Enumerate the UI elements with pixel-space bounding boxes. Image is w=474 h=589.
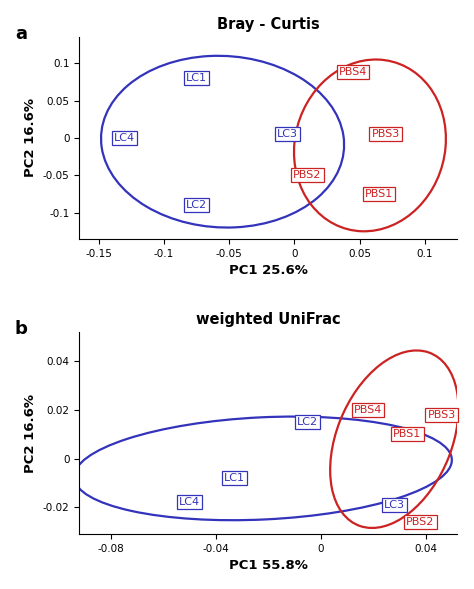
Text: LC2: LC2 bbox=[186, 200, 207, 210]
Text: PBS2: PBS2 bbox=[293, 170, 321, 180]
Text: b: b bbox=[15, 320, 27, 338]
Text: LC4: LC4 bbox=[179, 498, 200, 508]
X-axis label: PC1 25.6%: PC1 25.6% bbox=[229, 264, 308, 277]
Text: LC1: LC1 bbox=[224, 473, 245, 483]
Text: LC1: LC1 bbox=[186, 73, 207, 83]
Text: LC3: LC3 bbox=[277, 129, 298, 139]
X-axis label: PC1 55.8%: PC1 55.8% bbox=[229, 560, 308, 573]
Y-axis label: PC2 16.6%: PC2 16.6% bbox=[24, 98, 37, 177]
Text: a: a bbox=[15, 25, 27, 43]
Text: PBS3: PBS3 bbox=[372, 129, 400, 139]
Text: PBS1: PBS1 bbox=[393, 429, 421, 439]
Text: LC2: LC2 bbox=[297, 417, 318, 427]
Title: weighted UniFrac: weighted UniFrac bbox=[196, 312, 340, 327]
Text: PBS4: PBS4 bbox=[354, 405, 382, 415]
Text: PBS1: PBS1 bbox=[365, 189, 393, 199]
Text: LC3: LC3 bbox=[384, 500, 405, 510]
Title: Bray - Curtis: Bray - Curtis bbox=[217, 16, 319, 32]
Y-axis label: PC2 16.6%: PC2 16.6% bbox=[24, 393, 37, 472]
Text: PBS4: PBS4 bbox=[339, 67, 367, 77]
Text: PBS3: PBS3 bbox=[428, 410, 456, 420]
Text: PBS2: PBS2 bbox=[406, 517, 435, 527]
Text: LC4: LC4 bbox=[114, 133, 135, 143]
